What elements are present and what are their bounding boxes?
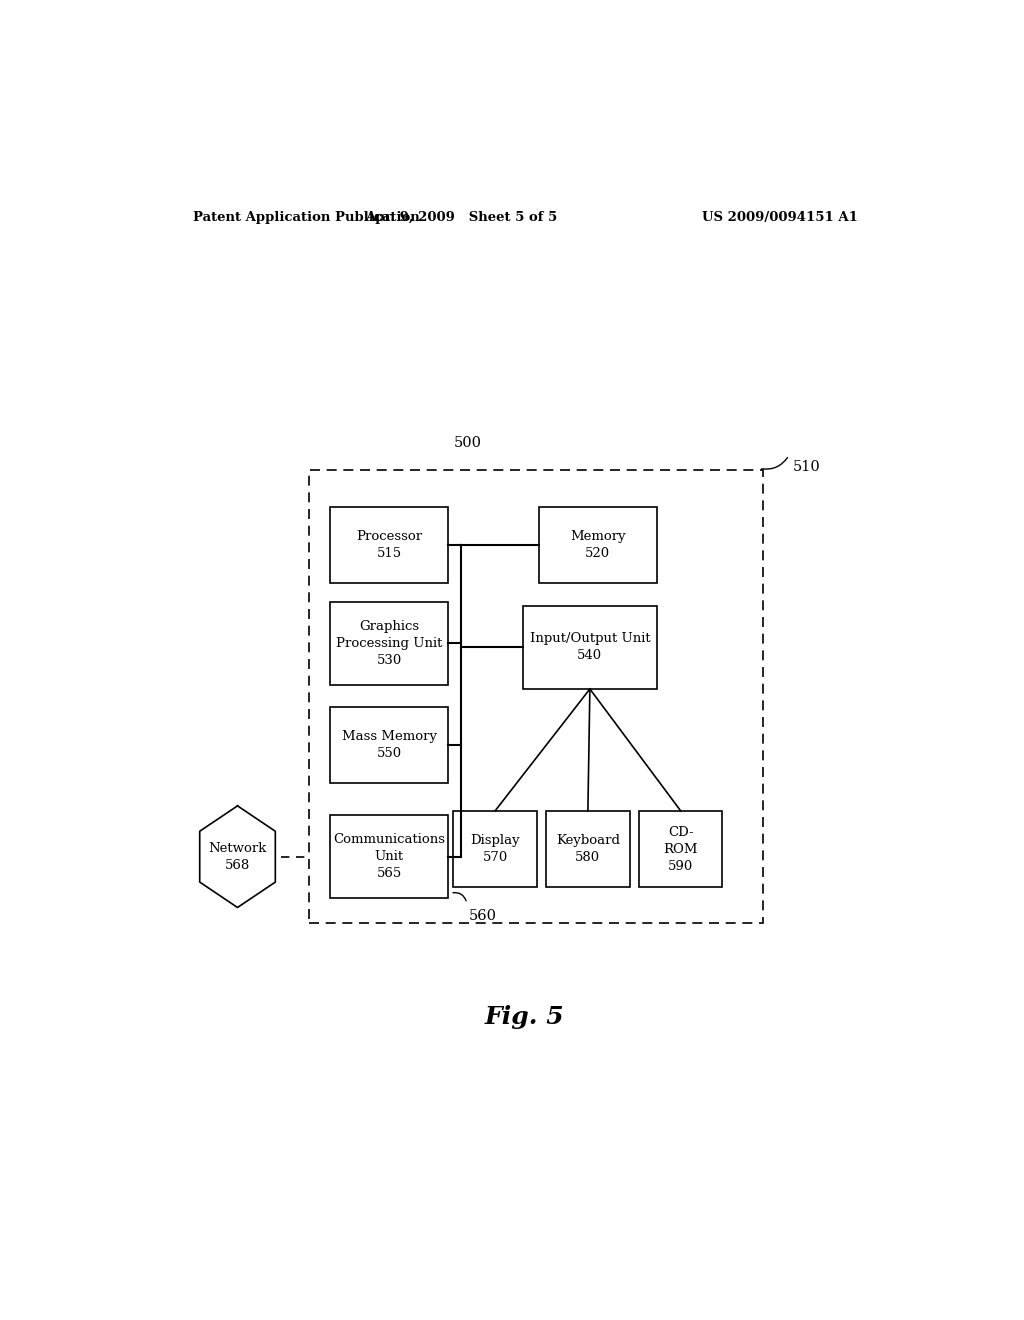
Text: Graphics
Processing Unit
530: Graphics Processing Unit 530 <box>336 619 442 667</box>
Text: Network
568: Network 568 <box>208 842 266 871</box>
Bar <box>331 507 447 583</box>
Bar <box>331 602 447 685</box>
Text: Processor
515: Processor 515 <box>356 531 422 560</box>
Bar <box>331 708 447 784</box>
Polygon shape <box>200 805 275 907</box>
Bar <box>331 814 447 899</box>
Bar <box>454 810 537 887</box>
Bar <box>523 606 656 689</box>
Text: Mass Memory
550: Mass Memory 550 <box>342 730 436 760</box>
Text: Memory
520: Memory 520 <box>570 531 626 560</box>
Text: CD-
ROM
590: CD- ROM 590 <box>664 825 698 873</box>
Text: Input/Output Unit
540: Input/Output Unit 540 <box>529 632 650 663</box>
Bar <box>539 507 656 583</box>
Text: Communications
Unit
565: Communications Unit 565 <box>333 833 445 880</box>
Text: 560: 560 <box>469 908 498 923</box>
Text: Fig. 5: Fig. 5 <box>485 1006 564 1030</box>
Text: Apr. 9, 2009   Sheet 5 of 5: Apr. 9, 2009 Sheet 5 of 5 <box>366 211 557 224</box>
Text: Keyboard
580: Keyboard 580 <box>556 834 620 865</box>
Bar <box>309 470 763 923</box>
Text: US 2009/0094151 A1: US 2009/0094151 A1 <box>702 211 858 224</box>
Text: Patent Application Publication: Patent Application Publication <box>194 211 420 224</box>
Text: 510: 510 <box>793 461 821 474</box>
Bar <box>639 810 722 887</box>
Bar <box>546 810 630 887</box>
Text: 500: 500 <box>454 436 482 450</box>
Text: Display
570: Display 570 <box>470 834 520 865</box>
